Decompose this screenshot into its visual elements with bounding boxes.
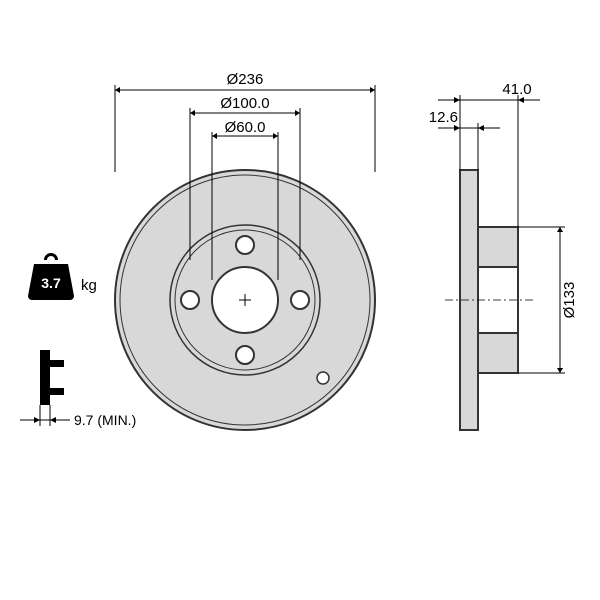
dim-outer-diameter: Ø236	[227, 71, 264, 88]
weight-unit: kg	[81, 277, 97, 294]
dim-overall-depth: 41.0	[502, 81, 531, 98]
front-view	[115, 170, 375, 430]
dim-pcd-diameter: Ø100.0	[220, 95, 269, 112]
weight-value: 3.7	[41, 275, 61, 291]
technical-drawing: TEXTAR Ø236Ø100.0Ø60.0 41.012.6Ø133 3.7k…	[0, 0, 600, 600]
dim-disc-thickness: 12.6	[429, 109, 458, 126]
side-view	[445, 170, 533, 430]
dim-hat-diameter: Ø133	[561, 282, 578, 319]
min-thickness-value: 9.7 (MIN.)	[74, 412, 136, 428]
dim-hub-diameter: Ø60.0	[225, 119, 266, 136]
min-thickness-indicator: 9.7 (MIN.)	[20, 350, 136, 428]
weight-indicator: 3.7 kg	[28, 253, 97, 300]
